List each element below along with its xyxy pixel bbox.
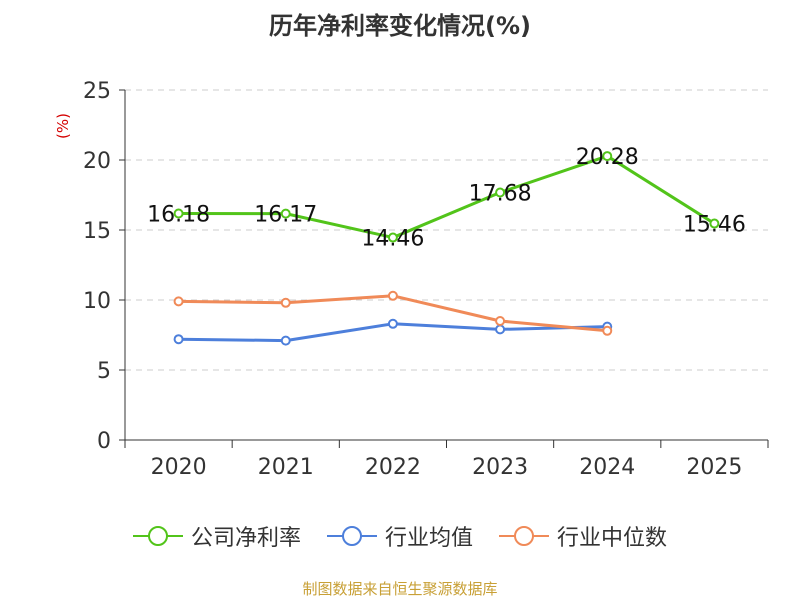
data-point xyxy=(602,151,613,162)
y-tick-label: 10 xyxy=(83,289,111,314)
x-tick-label: 2022 xyxy=(365,455,421,480)
x-tick-label: 2021 xyxy=(258,455,314,480)
legend-label-company: 公司净利率 xyxy=(190,526,301,551)
x-tick-label: 2025 xyxy=(686,455,742,480)
x-tick-label: 2020 xyxy=(151,455,207,480)
data-point xyxy=(280,335,291,346)
y-tick-label: 25 xyxy=(83,79,111,104)
data-point xyxy=(495,187,506,198)
data-label: 16.18 xyxy=(147,202,210,227)
data-label: 14.46 xyxy=(361,227,424,252)
data-point xyxy=(173,334,184,345)
data-point xyxy=(387,232,398,243)
data-point xyxy=(495,316,506,326)
legend-marker-company xyxy=(132,526,183,546)
chart-title: 历年净利率变化情况(%) xyxy=(269,12,531,40)
data-label: 17.68 xyxy=(469,181,532,206)
data-point xyxy=(173,296,184,307)
x-tick-label: 2024 xyxy=(579,455,635,480)
source-note: 制图数据来自恒生聚源数据库 xyxy=(302,580,498,598)
y-axis-label: (%) xyxy=(54,113,72,139)
data-point xyxy=(173,208,184,219)
data-point xyxy=(387,290,398,301)
data-point xyxy=(280,208,291,219)
y-tick-label: 15 xyxy=(83,219,111,244)
data-point xyxy=(709,218,720,229)
data-label: 15.46 xyxy=(683,213,746,238)
data-point xyxy=(387,318,398,329)
y-tick-label: 20 xyxy=(83,149,111,174)
legend-item-industry-median[interactable]: 行业中位数 xyxy=(499,520,667,552)
data-label: 20.28 xyxy=(576,145,639,170)
legend-item-industry-mean[interactable]: 行业均值 xyxy=(326,520,473,552)
y-tick-label: 0 xyxy=(97,429,111,454)
data-label: 16.17 xyxy=(254,203,317,228)
legend-label-industry-median: 行业中位数 xyxy=(557,526,668,551)
x-tick-label: 2023 xyxy=(472,455,528,480)
legend: 公司净利率 行业均值 行业中位数 xyxy=(0,520,800,552)
data-point xyxy=(280,297,291,308)
data-point xyxy=(602,325,613,336)
legend-label-industry-mean: 行业均值 xyxy=(384,526,473,551)
data-point xyxy=(495,324,506,335)
legend-item-company[interactable]: 公司净利率 xyxy=(132,520,301,552)
series-line xyxy=(177,154,716,240)
legend-marker-industry-mean xyxy=(326,526,377,546)
y-tick-label: 5 xyxy=(97,359,111,384)
legend-marker-industry-median xyxy=(499,526,549,546)
